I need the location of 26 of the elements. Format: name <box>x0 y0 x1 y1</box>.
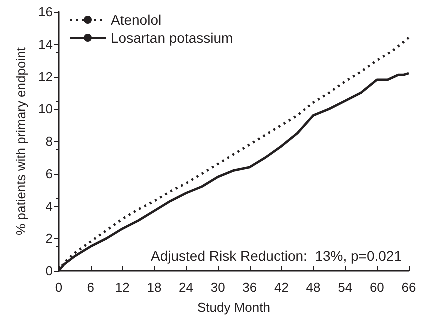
x-tick-label: 48 <box>306 280 321 295</box>
y-tick-label: 2 <box>46 231 53 246</box>
y-tick-label: 0 <box>46 264 53 278</box>
x-tick-label: 24 <box>179 280 194 295</box>
y-tick-label: 4 <box>46 198 53 214</box>
x-tick-label: 42 <box>274 280 289 295</box>
legend-label: Atenolol <box>111 12 162 28</box>
x-tick-label: 66 <box>402 280 416 295</box>
x-tick-label: 54 <box>338 280 353 295</box>
x-tick-label: 12 <box>115 280 130 295</box>
x-axis-title: Study Month <box>198 300 270 315</box>
y-axis-title: % patients with primary endpoint <box>14 47 29 236</box>
x-tick-label: 36 <box>242 280 258 295</box>
y-tick-label: 16 <box>38 4 53 20</box>
x-tick-label: 18 <box>147 280 162 295</box>
annotation: Adjusted Risk Reduction: 13%, p=0.021 <box>151 248 402 264</box>
x-tick-label: 6 <box>87 280 94 295</box>
y-tick-label: 14 <box>38 36 53 52</box>
y-tick-label: 8 <box>46 134 53 149</box>
legend-label: Losartan potassium <box>111 30 234 46</box>
x-tick-label: 60 <box>370 280 384 295</box>
x-tick-label: 30 <box>210 280 226 295</box>
y-tick-label: 6 <box>46 166 53 182</box>
y-tick-label: 12 <box>38 69 53 84</box>
x-tick-label: 0 <box>55 280 63 295</box>
y-tick-label: 10 <box>38 102 53 117</box>
